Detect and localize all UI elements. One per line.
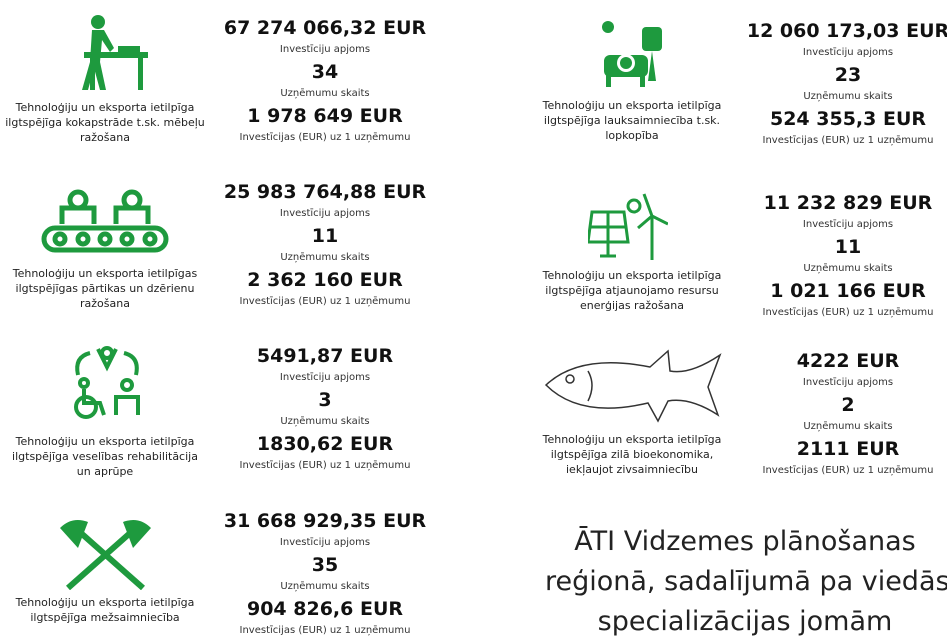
sector-description: Tehnoloģiju un eksporta ietilpīgas ilgts…	[12, 267, 198, 310]
stat-label: Uzņēmumu skaits	[280, 88, 370, 99]
stat-label: Investīcijas (EUR) uz 1 uzņēmumu	[762, 135, 934, 146]
sector-description: Tehnoloģiju un eksporta ietilpīga ilgtsp…	[542, 99, 722, 142]
sector-stats: 4222 EUR Investīciju apjoms 2 Uzņēmumu skai…	[728, 347, 947, 479]
stat-label: Investīcijas (EUR) uz 1 uzņēmumu	[239, 296, 411, 307]
sector-description: Tehnoloģiju un eksporta ietilpīga ilgtsp…	[542, 269, 722, 312]
stat-label: Investīciju apjoms	[279, 208, 371, 219]
stat-value: 3	[318, 389, 332, 411]
energy-icon	[588, 193, 668, 260]
summary-title: ĀTI Vidzemes plānošanas reģionā, sadalīj…	[545, 522, 947, 642]
stat-label: Investīciju apjoms	[802, 47, 894, 58]
stat-label: Uzņēmumu skaits	[803, 421, 893, 432]
stat-value: 2111 EUR	[796, 438, 900, 460]
stat-value: 904 826,6 EUR	[246, 598, 404, 620]
stat-label: Investīciju apjoms	[279, 372, 371, 383]
title-line: reģionā, sadalījumā pa viedās	[545, 566, 947, 597]
stat-value: 11 232 829 EUR	[763, 192, 933, 214]
stat-value: 31 668 929,35 EUR	[223, 510, 427, 532]
sector-stats: 25 983 764,88 EUR Investīciju apjoms 11 Uzņ…	[205, 178, 445, 310]
stat-label: Investīciju apjoms	[279, 537, 371, 548]
stat-value: 1 978 649 EUR	[247, 105, 403, 127]
fish-icon	[544, 349, 722, 423]
stat-value: 2	[841, 394, 855, 416]
stat-label: Investīciju apjoms	[279, 44, 371, 55]
title-line: ĀTI Vidzemes plānošanas	[574, 526, 916, 557]
stat-label: Uzņēmumu skaits	[280, 581, 370, 592]
stat-label: Investīcijas (EUR) uz 1 uzņēmumu	[239, 625, 411, 636]
stat-value: 5491,87 EUR	[256, 345, 394, 367]
stat-label: Uzņēmumu skaits	[803, 91, 893, 102]
stat-value: 25 983 764,88 EUR	[223, 181, 427, 203]
stat-value: 12 060 173,03 EUR	[746, 20, 947, 42]
stat-value: 11	[834, 236, 862, 258]
stat-value: 1 021 166 EUR	[770, 280, 926, 302]
food-icon	[41, 189, 169, 253]
woodwork-icon	[82, 15, 148, 90]
stat-value: 1830,62 EUR	[256, 433, 394, 455]
health-icon	[74, 346, 140, 419]
sector-stats: 12 060 173,03 EUR Investīciju apjoms 23 Uzņ…	[728, 17, 947, 149]
stat-label: Investīciju apjoms	[802, 219, 894, 230]
sector-stats: 5491,87 EUR Investīciju apjoms 3 Uzņēmumu s…	[205, 342, 445, 474]
stat-label: Investīcijas (EUR) uz 1 uzņēmumu	[239, 460, 411, 471]
sector-description: Tehnoloģiju un eksporta ietilpīga ilgtsp…	[15, 596, 195, 624]
sector-description: Tehnoloģiju un eksporta ietilpīga ilgtsp…	[542, 433, 722, 476]
stat-label: Investīciju apjoms	[802, 377, 894, 388]
stat-value: 23	[834, 64, 862, 86]
stat-value: 4222 EUR	[796, 350, 900, 372]
forestry-icon	[60, 520, 151, 590]
sector-stats: 31 668 929,35 EUR Investīciju apjoms 35 Uzņ…	[205, 507, 445, 639]
stat-value: 67 274 066,32 EUR	[223, 17, 427, 39]
stat-value: 524 355,3 EUR	[769, 108, 927, 130]
sector-stats: 11 232 829 EUR Investīciju apjoms 11 Uzņēmu…	[728, 189, 947, 321]
stat-label: Uzņēmumu skaits	[280, 416, 370, 427]
stat-label: Uzņēmumu skaits	[803, 263, 893, 274]
title-line: specializācijas jomām	[597, 606, 893, 637]
stat-value: 34	[311, 61, 339, 83]
farming-icon	[602, 21, 662, 87]
stat-label: Investīcijas (EUR) uz 1 uzņēmumu	[762, 465, 934, 476]
stat-label: Uzņēmumu skaits	[280, 252, 370, 263]
sector-stats: 67 274 066,32 EUR Investīciju apjoms 34 Uzņ…	[205, 14, 445, 146]
stat-label: Investīcijas (EUR) uz 1 uzņēmumu	[239, 132, 411, 143]
stat-value: 2 362 160 EUR	[247, 269, 403, 291]
stat-label: Investīcijas (EUR) uz 1 uzņēmumu	[762, 307, 934, 318]
sector-description: Tehnoloģiju un eksporta ietilpīga ilgtsp…	[12, 435, 198, 478]
stat-value: 35	[311, 554, 339, 576]
stat-value: 11	[311, 225, 339, 247]
sector-description: Tehnoloģiju un eksporta ietilpīga ilgtsp…	[5, 101, 205, 144]
